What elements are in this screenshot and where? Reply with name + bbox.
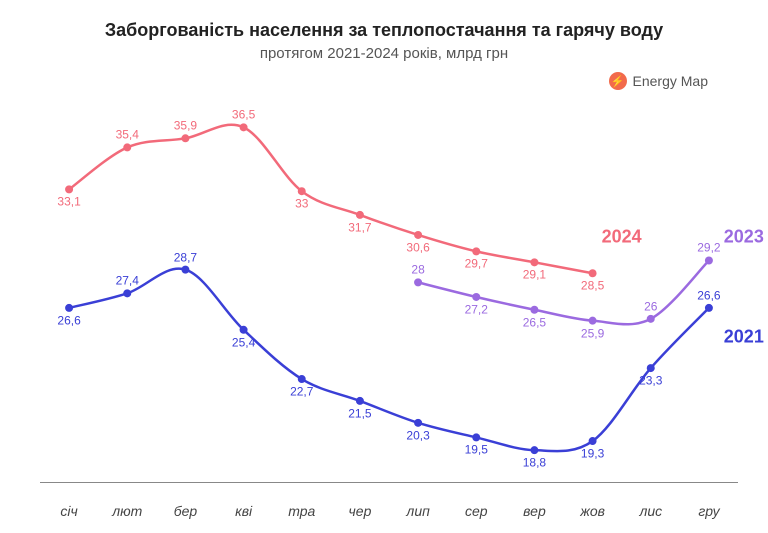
data-label: 19,3	[581, 447, 604, 461]
data-point	[647, 364, 655, 372]
data-point	[530, 306, 538, 314]
brand-badge: ⚡ Energy Map	[609, 72, 708, 90]
data-label: 26	[644, 299, 657, 313]
data-label: 28	[411, 263, 424, 277]
data-point	[472, 247, 480, 255]
chart-svg	[40, 100, 738, 483]
data-label: 33	[295, 197, 308, 211]
data-label: 35,4	[116, 128, 139, 142]
data-label: 28,7	[174, 250, 197, 264]
series-line-2023	[418, 260, 709, 324]
data-label: 25,9	[581, 326, 604, 340]
data-point	[414, 419, 422, 427]
data-label: 20,3	[406, 428, 429, 442]
data-point	[589, 437, 597, 445]
data-label: 18,8	[523, 456, 546, 470]
x-tick-label: вер	[505, 503, 563, 519]
series-label-2021: 2021	[724, 327, 764, 348]
data-point	[705, 256, 713, 264]
x-tick-label: чер	[331, 503, 389, 519]
chart-subtitle: протягом 2021-2024 років, млрд грн	[30, 45, 738, 62]
data-point	[298, 187, 306, 195]
x-tick-label: лип	[389, 503, 447, 519]
data-label: 35,9	[174, 119, 197, 133]
chart-container: Заборгованість населення за теплопостача…	[0, 0, 768, 533]
data-label: 36,5	[232, 108, 255, 122]
data-label: 26,5	[523, 315, 546, 329]
plot-area: 26,6 27,4 28,7 25,4 22,7 21,5 20,3 19,5 18,8 19,3…	[40, 100, 738, 483]
data-label: 19,5	[465, 443, 488, 457]
x-tick-label: лют	[98, 503, 156, 519]
series-line-2021	[69, 269, 709, 452]
x-tick-label: бер	[156, 503, 214, 519]
data-point	[240, 123, 248, 131]
data-point	[705, 304, 713, 312]
x-tick-label: сер	[447, 503, 505, 519]
data-point	[356, 397, 364, 405]
data-label: 23,3	[639, 374, 662, 388]
data-point	[472, 433, 480, 441]
data-point	[123, 143, 131, 151]
data-label: 26,6	[697, 288, 720, 302]
data-label: 31,7	[348, 220, 371, 234]
data-point	[589, 269, 597, 277]
series-label-2023: 2023	[724, 226, 764, 247]
x-tick-label: жов	[564, 503, 622, 519]
data-point	[181, 266, 189, 274]
x-tick-label: кві	[215, 503, 273, 519]
data-point	[65, 185, 73, 193]
x-tick-label: січ	[40, 503, 98, 519]
brand-label: Energy Map	[633, 73, 708, 89]
data-point	[472, 293, 480, 301]
data-label: 27,4	[116, 274, 139, 288]
data-label: 29,7	[465, 257, 488, 271]
data-label: 27,2	[465, 303, 488, 317]
chart-title: Заборгованість населення за теплопостача…	[30, 20, 738, 41]
data-point	[356, 211, 364, 219]
data-point	[647, 315, 655, 323]
data-label: 28,5	[581, 279, 604, 293]
data-label: 29,1	[523, 268, 546, 282]
x-tick-label: лис	[622, 503, 680, 519]
data-label: 33,1	[57, 195, 80, 209]
x-tick-label: гру	[680, 503, 738, 519]
data-point	[589, 317, 597, 325]
data-point	[240, 326, 248, 334]
series-line-2024	[69, 125, 593, 273]
data-label: 22,7	[290, 385, 313, 399]
data-label: 21,5	[348, 407, 371, 421]
data-label: 26,6	[57, 314, 80, 328]
data-point	[530, 258, 538, 266]
data-point	[181, 134, 189, 142]
data-point	[298, 375, 306, 383]
x-tick-label: тра	[273, 503, 331, 519]
data-label: 29,2	[697, 241, 720, 255]
data-point	[65, 304, 73, 312]
lightning-icon: ⚡	[609, 72, 627, 90]
data-point	[530, 446, 538, 454]
data-point	[414, 278, 422, 286]
data-point	[414, 231, 422, 239]
data-label: 25,4	[232, 335, 255, 349]
data-label: 30,6	[406, 241, 429, 255]
data-point	[123, 289, 131, 297]
series-label-2024: 2024	[602, 226, 642, 247]
x-axis-line	[40, 482, 738, 483]
x-axis-labels: січлютберквітрачерлипсервержовлисгру	[40, 503, 738, 519]
